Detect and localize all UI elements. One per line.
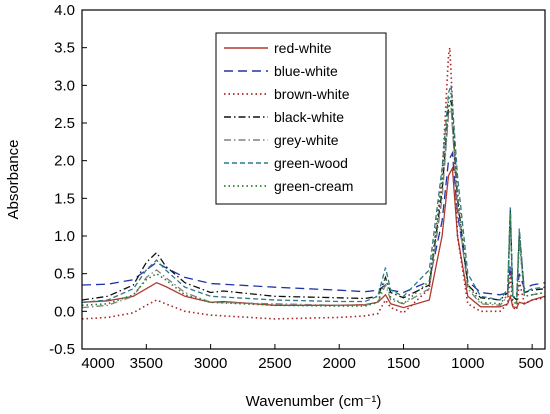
series-line-black-white bbox=[82, 100, 545, 302]
x-tick-label: 3500 bbox=[130, 355, 163, 372]
legend: red-white blue-white brown-white black-whit… bbox=[215, 32, 387, 205]
legend-box bbox=[215, 32, 387, 205]
legend-label-blue-white: blue-white bbox=[274, 63, 338, 79]
y-tick-label: 0.0 bbox=[54, 303, 75, 320]
x-axis-title: Wavenumber (cm⁻¹) bbox=[246, 393, 382, 410]
legend-label-green-cream: green-cream bbox=[274, 178, 353, 194]
plot-frame bbox=[81, 9, 546, 350]
x-tick-label: 500 bbox=[518, 355, 543, 372]
series-line-green-wood bbox=[82, 85, 545, 303]
x-tick-label: 1500 bbox=[387, 355, 420, 372]
x-tick-label: 2000 bbox=[323, 355, 356, 372]
series-layer bbox=[82, 47, 545, 320]
legend-label-black-white: black-white bbox=[274, 109, 344, 125]
x-tick-label: 4000 bbox=[81, 355, 114, 372]
series-line-green-cream bbox=[82, 92, 545, 307]
series-line-grey-white bbox=[82, 107, 545, 309]
y-tick-label: 0.5 bbox=[54, 266, 75, 283]
x-tick-label: 3000 bbox=[194, 355, 227, 372]
ticks-layer: 4000 3500 3000 2500 2000 1500 1000 500 -0.5 0.0 0.… bbox=[49, 2, 543, 372]
x-tick-label: 1000 bbox=[451, 355, 484, 372]
y-tick-label: 2.5 bbox=[54, 115, 75, 132]
y-tick-label: 3.0 bbox=[54, 77, 75, 94]
y-tick-label: 3.5 bbox=[54, 40, 75, 57]
legend-label-red-white: red-white bbox=[274, 40, 332, 56]
y-tick-label: 2.0 bbox=[54, 153, 75, 170]
y-tick-label: 1.5 bbox=[54, 190, 75, 207]
y-tick-label: -0.5 bbox=[49, 341, 75, 358]
y-axis-title: Absorbance bbox=[5, 139, 22, 219]
x-tick-label: 2500 bbox=[258, 355, 291, 372]
legend-label-grey-white: grey-white bbox=[274, 132, 339, 148]
y-tick-label: 1.0 bbox=[54, 228, 75, 245]
legend-label-green-wood: green-wood bbox=[274, 155, 348, 171]
legend-label-brown-white: brown-white bbox=[274, 86, 350, 102]
y-tick-label: 4.0 bbox=[54, 2, 75, 19]
